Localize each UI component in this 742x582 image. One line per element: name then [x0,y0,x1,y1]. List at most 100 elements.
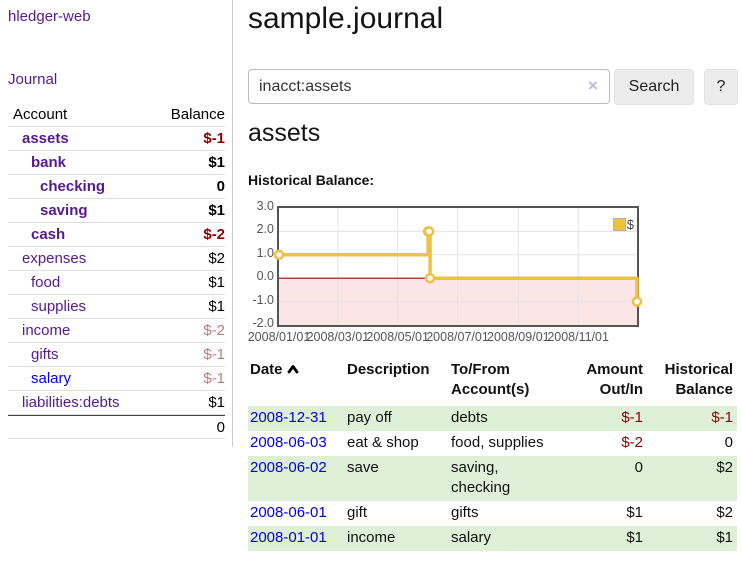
historical-balance-chart: $ 3.0 2.0 1.0 0.0 -1.0 -2.0 2008/01/01 2008/03/… [248,198,742,348]
sidebar-account-link[interactable]: expenses [22,250,87,267]
accounts-table-header: Account Balance [8,103,225,127]
account-row: gifts $-1 [8,343,225,367]
account-row: liabilities:debts $1 [8,391,225,415]
transaction-accounts: debts [449,406,562,431]
y-axis-tick-label: 3.0 [256,199,274,213]
sidebar-account-link[interactable]: liabilities:debts [22,394,120,411]
sidebar-account-link[interactable]: bank [31,154,67,171]
sidebar-item-journal[interactable]: Journal [8,71,58,88]
transaction-description: save [345,456,449,501]
account-balance: 0 [216,178,225,195]
transaction-date-link[interactable]: 2008-12-31 [250,409,327,426]
transaction-accounts: gifts [451,504,479,521]
account-balance: $-1 [203,130,225,147]
help-button[interactable]: ? [704,69,738,105]
transaction-description: eat & shop [347,434,419,451]
main-content: sample.journal × Search ? assets Histori… [248,0,742,582]
search-button[interactable]: Search [614,69,694,105]
clear-search-icon[interactable]: × [588,76,598,95]
sort-ascending-icon [287,360,299,380]
x-axis-tick-label: 2008/09/01 [487,330,550,344]
transaction-accounts: food, supplies [451,434,544,451]
transaction-date-link[interactable]: 2008-06-01 [250,504,327,521]
chart-plot-area: $ [273,206,643,327]
table-row: 2008-06-03 eat & shop food, supplies $-2 0 [248,431,737,456]
account-row: bank $1 [8,151,225,175]
transaction-balance: $2 [716,504,733,521]
x-axis-tick-label: 2008/05/01 [366,330,429,344]
search-bar: × Search ? [248,69,742,105]
account-row: assets $-1 [8,127,225,151]
account-balance: $1 [208,202,225,219]
column-header-description[interactable]: Description [347,361,430,378]
transaction-date-link[interactable]: 2008-06-03 [250,434,327,451]
transaction-date-link[interactable]: 2008-01-01 [250,529,327,546]
data-point-marker [424,272,436,284]
account-row: food $1 [8,271,225,295]
table-row: 2008-06-02 save saving, checking 0 $2 [248,456,737,501]
sidebar-account-link[interactable]: food [31,274,61,291]
register-table: Date Description To/From Account(s) Amou… [248,358,737,551]
table-row: 2008-01-01 income salary $1 $1 [248,526,737,551]
transaction-amount: $1 [626,504,643,521]
transaction-balance: $2 [647,456,737,501]
account-balance: $2 [208,250,225,267]
account-row: salary $-1 [8,367,225,391]
chart-legend: $ [612,217,634,232]
register-header-row: Date Description To/From Account(s) Amou… [248,358,737,406]
y-axis-tick-label: -1.0 [252,292,274,307]
account-balance: $-1 [203,370,225,387]
sidebar-account-link[interactable]: assets [22,130,69,147]
transaction-balance: $1 [647,526,737,551]
transaction-description: pay off [345,406,449,431]
account-row: cash $-2 [8,223,225,247]
y-axis-tick-label: 1.0 [256,245,274,260]
sidebar-account-link[interactable]: saving [40,202,88,219]
legend-label: $ [626,217,634,232]
transaction-amount: $1 [562,526,647,551]
y-axis-tick-label: 2.0 [256,222,274,237]
data-point-marker [273,249,285,261]
account-row: supplies $1 [8,295,225,319]
account-column-header: Account [13,106,68,123]
x-axis-tick-label: 2008/11/01 [547,330,609,344]
sidebar-account-link[interactable]: supplies [31,298,87,315]
transaction-balance: 0 [724,434,733,451]
column-header-amount[interactable]: Amount Out/In [586,361,643,398]
table-row: 2008-12-31 pay off debts $-1 $-1 [248,406,737,431]
sidebar-account-link[interactable]: income [22,322,71,339]
accounts-total-row: 0 [8,415,225,439]
sidebar-account-link[interactable]: checking [40,178,106,195]
transaction-accounts: salary [449,526,562,551]
sidebar-account-link[interactable]: salary [31,370,72,387]
account-balance: $-1 [203,346,225,363]
table-row: 2008-06-01 gift gifts $1 $2 [248,501,737,526]
accounts-table: Account Balance assets $-1 bank $1 checking 0… [8,103,225,439]
transaction-accounts: saving, checking [449,456,562,501]
sidebar-account-link[interactable]: gifts [31,346,59,363]
data-point-marker [631,296,643,307]
transaction-balance: $-1 [647,406,737,431]
sidebar-account-link[interactable]: cash [31,226,66,243]
search-input[interactable] [248,69,610,104]
y-axis-tick-label: -2.0 [252,316,274,330]
account-row: income $-2 [8,319,225,343]
transaction-date-link[interactable]: 2008-06-02 [250,459,327,476]
transaction-amount: $-2 [621,434,643,451]
transaction-description: gift [347,504,368,521]
transaction-amount: 0 [562,456,647,501]
account-row: checking 0 [8,175,225,199]
page-title: sample.journal [248,2,444,35]
account-balance: $1 [208,298,225,315]
account-row: expenses $2 [8,247,225,271]
column-header-balance[interactable]: Historical Balance [664,361,733,398]
data-point-marker [423,226,435,237]
column-header-accounts[interactable]: To/From Account(s) [451,361,530,398]
balance-column-header: Balance [170,106,225,123]
transaction-description: income [345,526,449,551]
column-header-date[interactable]: Date [248,358,345,406]
account-heading: assets [248,119,321,147]
app-brand-link[interactable]: hledger-web [8,8,91,25]
x-axis-tick-label: 2008/03/01 [306,330,370,344]
accounts-total-value: 0 [216,418,225,436]
